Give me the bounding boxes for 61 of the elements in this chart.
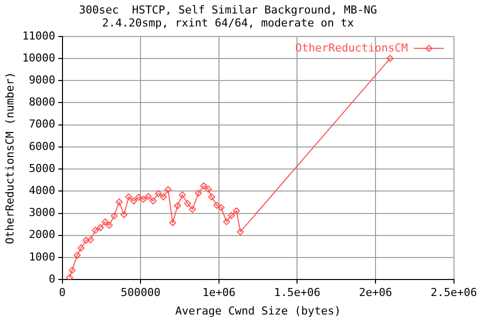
point [223, 218, 230, 226]
y-tick-label: 4000 [28, 184, 56, 198]
point [208, 193, 216, 200]
y-tick-label: 7000 [28, 118, 56, 131]
point [140, 196, 147, 203]
y-tick-label: 5000 [28, 162, 56, 175]
point [78, 244, 85, 252]
y-tick-label: 9000 [28, 73, 56, 86]
point [218, 204, 225, 212]
point [169, 219, 176, 226]
point [106, 222, 113, 229]
x-tick-label: 2.5e+06 [430, 286, 477, 300]
y-tick-label: 2000 [28, 228, 56, 242]
point [174, 202, 182, 210]
point [184, 200, 192, 208]
point [228, 212, 235, 219]
point [68, 266, 76, 274]
point [96, 224, 104, 232]
x-tick-label: 2e+06 [358, 286, 392, 300]
point [144, 192, 152, 200]
y-tick-label: 6000 [28, 140, 56, 153]
point [102, 218, 109, 226]
point [160, 193, 167, 200]
chart-title: 300sec HSTCP, Self Similar Background, MB-NG [78, 3, 378, 16]
point [92, 226, 99, 234]
y-axis-title: OtherReductionsCM (number) [3, 72, 16, 244]
point [232, 207, 240, 214]
chart-subtitle: 2.4.20smp, rxint 64/64, moderate on tx [102, 16, 354, 30]
point [120, 211, 128, 218]
point [66, 274, 74, 280]
point [116, 198, 123, 206]
y-tick-label: 1000 [28, 250, 56, 264]
point [188, 206, 196, 213]
y-tick-label: 3000 [28, 206, 56, 220]
point [125, 193, 132, 200]
x-tick-label: 1.5e+06 [274, 286, 320, 300]
point [150, 197, 157, 204]
point [204, 186, 212, 193]
x-tick-label: 0 [59, 286, 66, 300]
point [110, 212, 118, 220]
point [87, 236, 94, 244]
point [194, 190, 202, 197]
x-tick-label: 500000 [120, 286, 160, 300]
point [82, 236, 90, 244]
point [213, 202, 220, 209]
y-tick-label: 0 [48, 272, 56, 286]
point [130, 197, 138, 204]
legend-label: OtherReductionsCM [295, 41, 408, 54]
point [154, 190, 162, 198]
point [74, 252, 81, 259]
point [386, 55, 394, 62]
point [164, 186, 172, 194]
y-tick-label: 8000 [28, 96, 56, 109]
x-tick-label: 1e+06 [202, 286, 236, 300]
point [200, 182, 208, 190]
point [135, 194, 142, 201]
point [178, 191, 186, 198]
x-axis-title: Average Cwnd Size (bytes) [175, 304, 341, 318]
y-tick-label: 10000 [22, 51, 56, 64]
y-tick-label: 11000 [22, 29, 56, 42]
point [236, 228, 244, 236]
